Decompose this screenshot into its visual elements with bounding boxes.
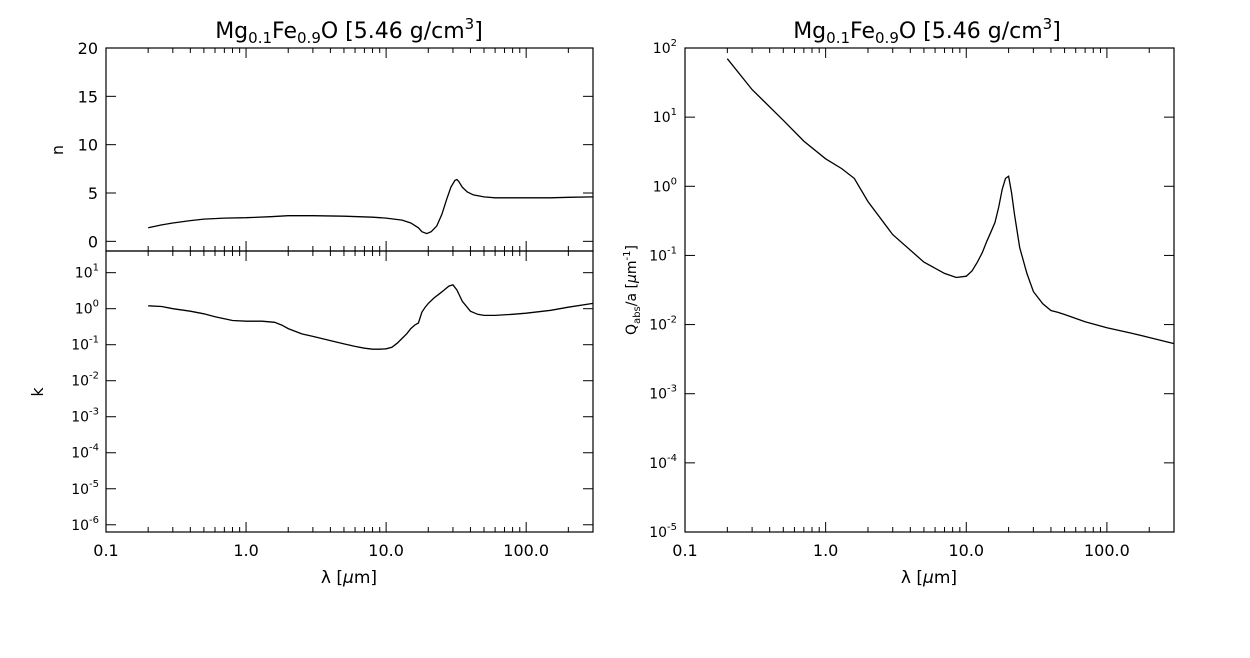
right-ylabel-mu: μ [624, 274, 640, 284]
n-panel-frame [105, 47, 594, 252]
right-xlabel-unit: m] [934, 568, 957, 588]
ytick-label: 100 [75, 299, 99, 318]
n-panel-ylabel: n [48, 145, 67, 155]
n-series-line [148, 178, 594, 235]
right-title-part-fe: Fe [850, 19, 875, 44]
right-title-part-rest: O [5.46 g/cm [899, 19, 1043, 44]
left-title-close: ] [474, 19, 483, 44]
left-title-sub-1: 0.1 [248, 29, 272, 47]
right-ylabel-exp: -1 [622, 250, 633, 260]
ytick-label: 101 [75, 263, 99, 282]
left-title-part-mg: Mg [215, 19, 248, 44]
ytick-label: 10-2 [649, 315, 677, 334]
left-xlabel: λ [μm] [321, 568, 377, 588]
right-title-sup: 3 [1043, 15, 1053, 33]
right-ylabel-abs: abs [632, 306, 643, 324]
n-ytick-label: 5 [88, 184, 98, 203]
n-ytick-label: 10 [78, 136, 98, 155]
right-title-part-mg: Mg [793, 19, 826, 44]
k-panel-ytick-labels: 10-6 10-5 10-4 10-3 10-2 10-1 100 101 [71, 263, 99, 534]
right-ylabel-m: m [624, 260, 640, 274]
q-panel-frame [684, 47, 1175, 533]
right-ylabel-a: /a [ [624, 283, 640, 306]
right-xlabel-lambda: λ [ [901, 568, 923, 588]
q-series-line [726, 58, 1175, 345]
ytick-label: 100 [653, 176, 677, 195]
ytick-label: 102 [653, 38, 677, 57]
n-ytick-label: 15 [78, 87, 98, 106]
left-title-part-fe: Fe [272, 19, 297, 44]
n-panel-ticks [105, 47, 594, 251]
left-title-sup: 3 [465, 15, 475, 33]
ytick-label: 10-4 [649, 453, 677, 472]
left-title-part-rest: O [5.46 g/cm [321, 19, 465, 44]
xtick-label: 0.1 [672, 541, 697, 560]
n-ytick-label: 20 [78, 39, 98, 58]
left-xtick-labels: 0.1 1.0 10.0 100.0 [93, 541, 549, 560]
ytick-label: 10-1 [649, 245, 677, 264]
ytick-label: 10-6 [71, 515, 99, 534]
ytick-label: 10-4 [71, 443, 99, 462]
ytick-label: 10-5 [71, 479, 99, 498]
k-series-line [148, 284, 594, 350]
k-panel-ticks [105, 251, 594, 532]
right-xtick-labels: 0.1 1.0 10.0 100.0 [672, 541, 1130, 560]
k-panel-frame [105, 250, 594, 533]
xtick-label: 1.0 [813, 541, 838, 560]
left-title: Mg0.1Fe0.9O [5.46 g/cm3] [215, 15, 483, 47]
ytick-label: 10-2 [71, 371, 99, 390]
xtick-label: 10.0 [368, 541, 404, 560]
right-ylabel: Qabs/a [μm-1] [622, 245, 643, 335]
right-title-sub-2: 0.9 [875, 29, 899, 47]
left-xlabel-lambda: λ [ [321, 568, 343, 588]
left-xlabel-unit: m] [354, 568, 377, 588]
q-panel-ticks [684, 47, 1175, 533]
xtick-label: 0.1 [93, 541, 118, 560]
ytick-label: 10-3 [71, 407, 99, 426]
left-xlabel-mu: μ [342, 568, 354, 588]
n-ytick-label: 0 [88, 232, 98, 251]
k-panel-ylabel: k [28, 387, 47, 397]
xtick-label: 100.0 [503, 541, 549, 560]
right-title-close: ] [1052, 19, 1061, 44]
right-title-sub-1: 0.1 [826, 29, 850, 47]
ytick-label: 10-1 [71, 335, 99, 354]
q-panel-ytick-labels: 10-5 10-4 10-3 10-2 10-1 100 101 102 [649, 38, 677, 541]
ytick-label: 101 [653, 107, 677, 126]
right-title: Mg0.1Fe0.9O [5.46 g/cm3] [793, 15, 1061, 47]
xtick-label: 100.0 [1084, 541, 1130, 560]
xtick-label: 1.0 [233, 541, 258, 560]
right-ylabel-close: ] [624, 245, 640, 250]
ytick-label: 10-5 [649, 522, 677, 541]
right-xlabel-mu: μ [922, 568, 934, 588]
right-ylabel-q: Q [624, 324, 640, 335]
ytick-label: 10-3 [649, 384, 677, 403]
left-title-sub-2: 0.9 [297, 29, 321, 47]
xtick-label: 10.0 [948, 541, 984, 560]
right-xlabel: λ [μm] [901, 568, 957, 588]
right-figure: Mg0.1Fe0.9O [5.46 g/cm3] 10-510-410-310-… [622, 15, 1175, 588]
n-panel-ytick-labels: 0 5 10 15 20 [78, 39, 98, 251]
